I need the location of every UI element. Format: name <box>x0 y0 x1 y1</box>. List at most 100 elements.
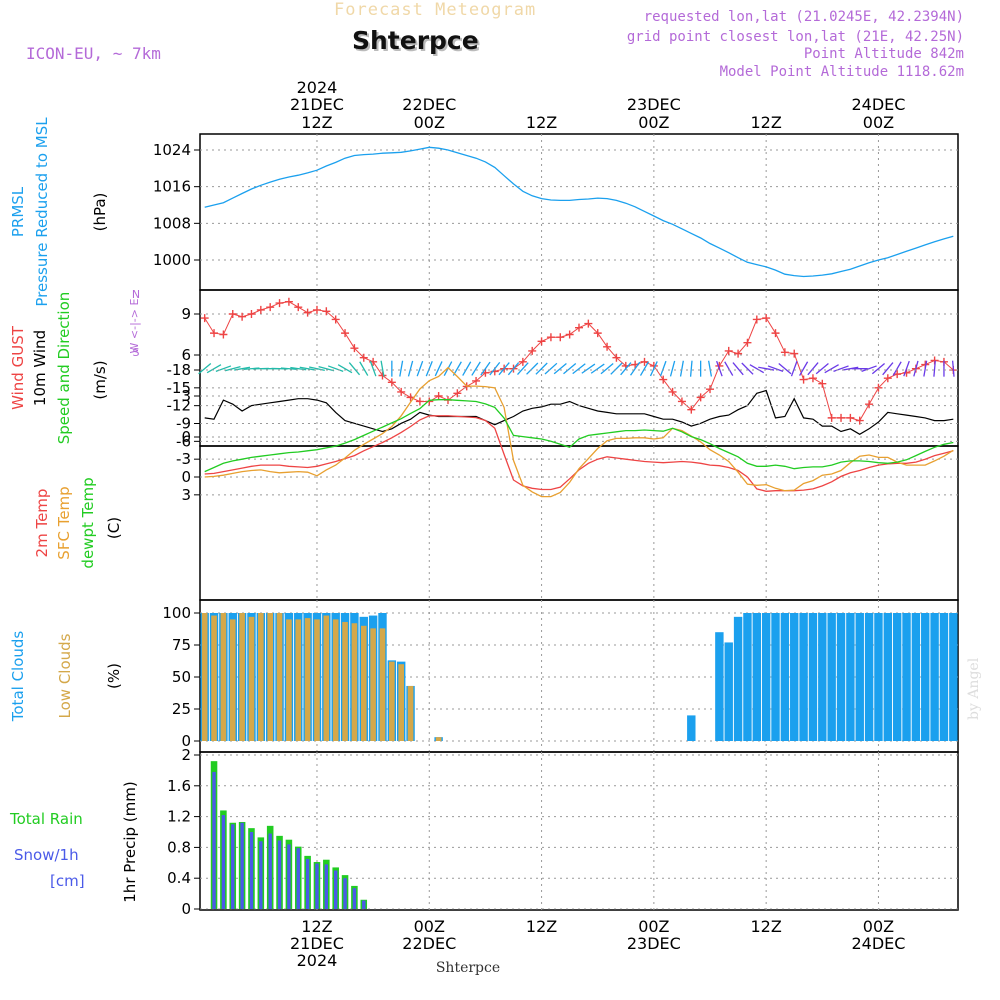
ytick-label: 0.4 <box>167 869 191 887</box>
top-axis-label: 12Z <box>526 113 557 132</box>
grid-point-location: grid point closest lon,lat (21E, 42.25N) <box>626 29 964 45</box>
wind-arrow <box>535 362 548 375</box>
wind-panel: 0 3 6 9 Wind GUST 10m Wind Speed and Direction… <box>9 288 959 447</box>
gust-marker <box>256 305 265 314</box>
compass-we: W <-|-> E <box>128 299 141 354</box>
wind-arrow <box>553 363 567 375</box>
bottom-axis-label: 12Z <box>526 917 557 936</box>
wind-arrow <box>526 362 539 375</box>
bar-low-cloud <box>286 619 292 741</box>
ytick-label: 1000 <box>153 251 191 269</box>
bar-total-cloud <box>930 613 939 741</box>
bar-total-cloud <box>780 613 790 741</box>
wind-arrow <box>507 362 520 376</box>
gust-marker <box>303 308 312 317</box>
ytick-label: 25 <box>172 700 191 718</box>
ylabel: Low Clouds <box>56 633 74 718</box>
gust-marker <box>668 387 677 396</box>
point-altitude: Point Altitude 842m <box>803 46 964 62</box>
wind-arrow <box>639 361 650 376</box>
gust-marker <box>518 357 527 366</box>
gust-marker <box>687 405 696 414</box>
gust-marker <box>331 315 340 324</box>
gust-marker <box>593 329 602 338</box>
compass-s: S <box>133 346 140 359</box>
wind-arrow <box>434 361 443 377</box>
wind-arrow <box>913 360 919 377</box>
legend-rain: Total Rain <box>9 810 83 828</box>
bar-low-cloud <box>407 685 414 741</box>
precip-frame <box>199 751 959 911</box>
ytick-label: 0 <box>181 900 191 918</box>
bar-snow <box>352 888 357 909</box>
pressure-frame <box>199 133 959 291</box>
legend-snow: Snow/1h <box>14 846 79 864</box>
gust-marker <box>537 337 546 346</box>
gust-marker <box>312 305 321 314</box>
wind-arrow <box>749 364 765 374</box>
wind-arrow <box>198 363 212 375</box>
gust-marker <box>883 374 892 383</box>
compass-n: N <box>132 288 140 301</box>
ytick-label: -6 <box>176 432 191 450</box>
wind-arrow <box>716 360 723 377</box>
bottom-axis-label: 00Z <box>414 917 445 936</box>
gust-marker <box>415 397 424 406</box>
wind-arrow <box>669 360 676 377</box>
wind-arrow <box>871 363 886 375</box>
bottom-axis-year: 2024 <box>297 951 338 970</box>
bottom-axis-label: 12Z <box>301 917 332 936</box>
ytick-label: -12 <box>167 397 192 415</box>
bar-snow <box>221 815 226 909</box>
bar-low-cloud <box>295 619 302 741</box>
wind-arrow <box>309 366 325 371</box>
unit-label: (C) <box>105 517 123 539</box>
wind-arrow <box>443 361 453 377</box>
bar-total-cloud <box>761 613 771 741</box>
wind-arrow <box>815 363 829 375</box>
wind-arrow <box>572 363 586 375</box>
gust-marker <box>706 385 715 394</box>
top-axis-label: 00Z <box>863 113 894 132</box>
footer-place: Shterpce <box>436 960 500 976</box>
pressure-panel: 1000 1008 1016 1024 PRMSL Pressure Reduced to… <box>9 117 959 307</box>
bar-low-cloud <box>211 615 217 741</box>
series-dewpt <box>204 399 954 473</box>
gust-marker <box>397 387 406 396</box>
bar-snow <box>296 848 300 909</box>
bar-snow <box>334 870 338 909</box>
wind-arrow <box>327 365 344 373</box>
wind-arrow <box>903 360 910 377</box>
ytick-label: 9 <box>181 305 191 323</box>
ytick-label: -18 <box>167 361 192 379</box>
gust-marker <box>210 329 219 338</box>
bar-low-cloud <box>201 613 208 741</box>
wind-arrow <box>299 366 316 371</box>
gust-marker <box>556 333 565 342</box>
gust-marker <box>780 348 789 357</box>
ylabel: 2m Temp <box>33 489 51 558</box>
top-axis-label: 00Z <box>638 113 669 132</box>
gust-marker <box>275 299 284 308</box>
top-axis-label: 22DEC <box>402 95 456 114</box>
ylabel: 10m Wind <box>31 330 49 406</box>
wind-arrow <box>380 360 385 377</box>
bar-low-cloud <box>239 613 245 741</box>
gust-marker <box>808 374 817 383</box>
wind-arrow <box>923 360 928 377</box>
series-prmsl <box>204 146 954 278</box>
ytick-label: 1016 <box>153 178 191 196</box>
series-temp2m <box>204 415 954 492</box>
wind-arrow <box>649 361 658 377</box>
wind-arrow <box>359 361 369 376</box>
bar-low-cloud <box>276 613 283 741</box>
bar-snow <box>240 822 244 909</box>
bar-total-cloud <box>855 613 864 741</box>
bar-total-cloud <box>687 715 696 741</box>
bar-total-cloud <box>827 613 836 741</box>
wind-arrow <box>489 361 501 376</box>
gust-marker <box>341 329 350 338</box>
gust-marker <box>855 416 864 425</box>
